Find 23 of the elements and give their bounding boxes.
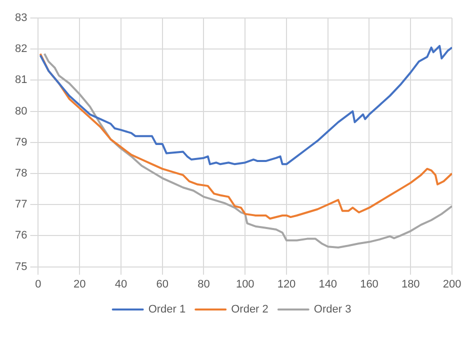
y-tick-label: 80 [14, 105, 28, 118]
x-tick-label: 40 [114, 278, 128, 290]
x-tick-label: 200 [442, 278, 462, 290]
y-tick-label: 76 [14, 230, 28, 242]
y-tick-label: 79 [14, 136, 28, 148]
legend-label: Order 1 [148, 304, 186, 316]
x-tick-label: 160 [360, 278, 378, 290]
legend-label: Order 2 [231, 304, 268, 316]
x-tick-label: 80 [198, 278, 210, 290]
y-tick-label: 82 [14, 43, 28, 56]
x-tick-label: 0 [35, 278, 42, 290]
y-tick-label: 81 [14, 74, 28, 86]
y-tick-label: 78 [14, 168, 28, 180]
x-tick-label: 140 [318, 278, 338, 290]
legend-label: Order 3 [314, 304, 352, 316]
x-tick-label: 60 [156, 278, 168, 290]
x-tick-label: 20 [73, 278, 86, 290]
y-tick-label: 83 [14, 12, 28, 24]
y-tick-label: 77 [14, 198, 28, 211]
x-tick-label: 100 [236, 278, 254, 290]
x-tick-label: 180 [401, 278, 420, 290]
x-tick-label: 120 [277, 278, 296, 290]
y-tick-label: 75 [14, 260, 28, 273]
